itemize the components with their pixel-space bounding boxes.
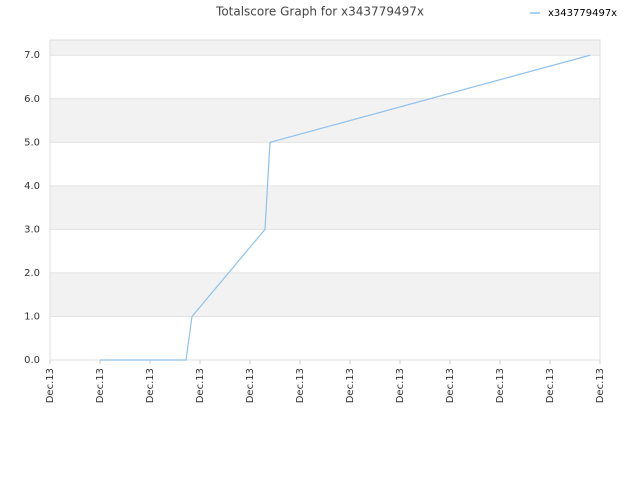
x-tick-label: Dec.13: [95, 368, 106, 403]
x-tick-label: Dec.13: [295, 368, 306, 403]
x-tick-label: Dec.13: [45, 368, 56, 403]
grid-band: [50, 185, 600, 230]
grid-band: [50, 40, 600, 56]
chart-title: Totalscore Graph for x343779497x: [215, 5, 424, 19]
x-tick-label: Dec.13: [545, 368, 556, 403]
x-tick-label: Dec.13: [245, 368, 256, 403]
grid-band: [50, 272, 600, 317]
series-line: [100, 54, 591, 361]
x-tick-label: Dec.13: [145, 368, 156, 403]
y-tick-label: 1.0: [24, 311, 40, 322]
y-tick-label: 7.0: [24, 50, 40, 61]
x-tick-label: Dec.13: [345, 368, 356, 403]
x-tick-label: Dec.13: [445, 368, 456, 403]
y-tick-label: 2.0: [24, 268, 40, 279]
x-tick-label: Dec.13: [495, 368, 506, 403]
legend-label: x343779497x: [548, 8, 617, 19]
x-tick-label: Dec.13: [395, 368, 406, 403]
y-tick-label: 0.0: [24, 355, 40, 366]
y-tick-label: 4.0: [24, 181, 40, 192]
y-tick-label: 5.0: [24, 137, 40, 148]
y-tick-label: 3.0: [24, 224, 40, 235]
x-tick-label: Dec.13: [195, 368, 206, 403]
grid-band: [50, 98, 600, 143]
x-tick-label: Dec.13: [595, 368, 606, 403]
y-tick-label: 6.0: [24, 94, 40, 105]
